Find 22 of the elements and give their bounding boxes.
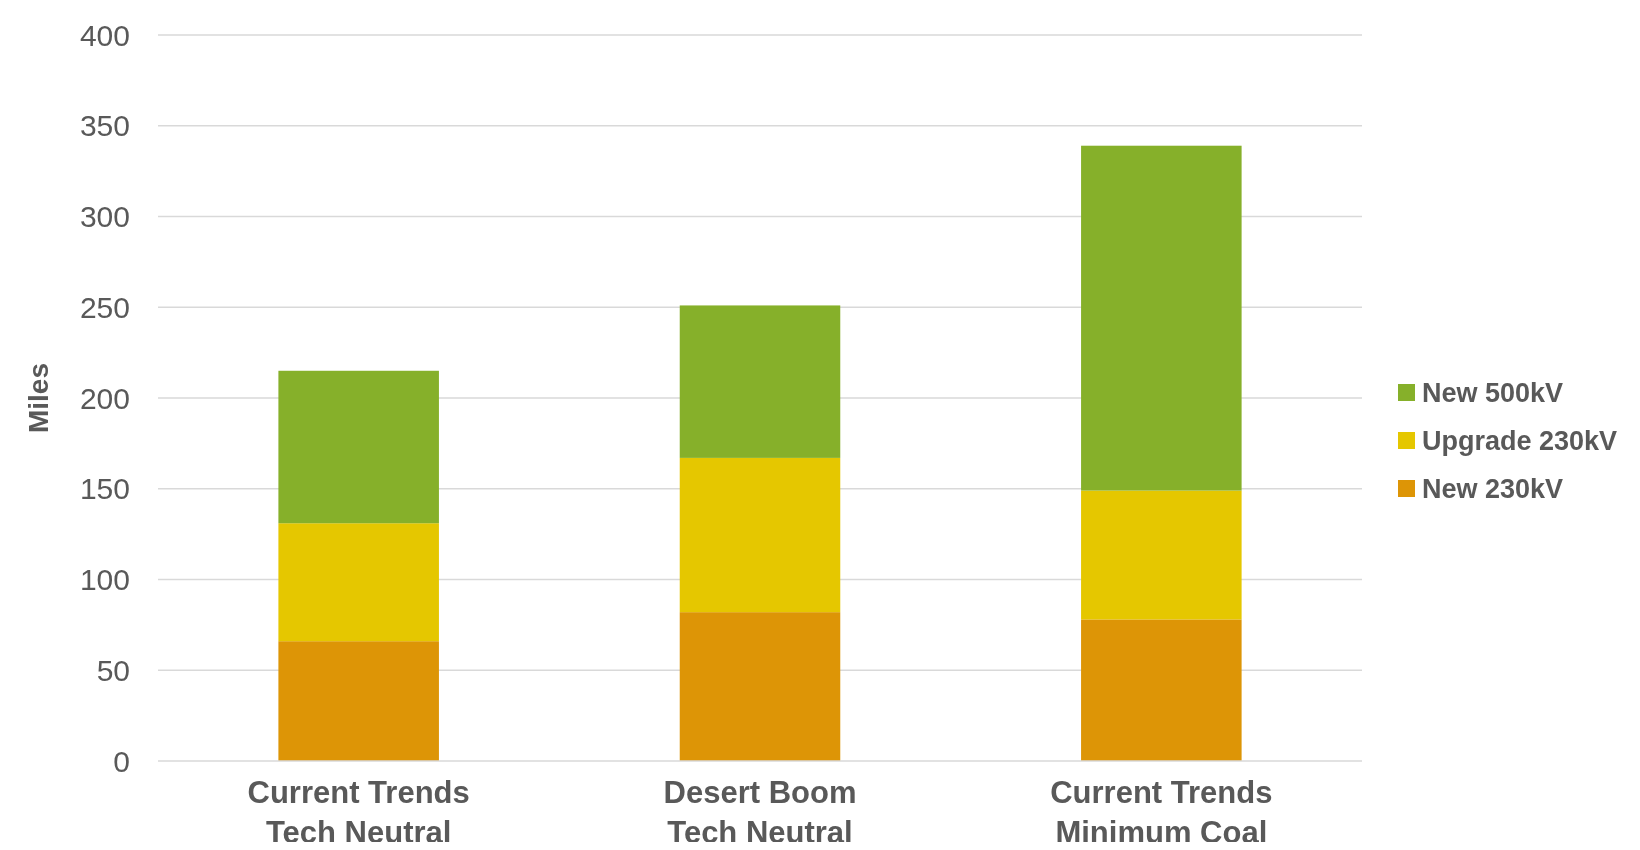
legend-label: New 500kV bbox=[1422, 378, 1564, 409]
y-tick-label: 250 bbox=[79, 290, 130, 324]
y-tick-label: 50 bbox=[96, 653, 130, 687]
y-tick-label: 400 bbox=[79, 18, 130, 52]
bar bbox=[1081, 619, 1242, 761]
y-tick-label: 350 bbox=[79, 109, 130, 143]
y-axis-title: Miles bbox=[23, 362, 54, 434]
bar bbox=[278, 641, 439, 761]
y-tick-label: 150 bbox=[79, 472, 130, 506]
bar bbox=[278, 523, 439, 642]
y-tick-label: 0 bbox=[113, 744, 130, 778]
bar bbox=[679, 305, 841, 458]
bar bbox=[679, 612, 841, 761]
y-tick-label: 100 bbox=[79, 563, 130, 596]
y-tick-label: 200 bbox=[79, 381, 130, 415]
bar bbox=[278, 370, 439, 524]
y-tick-label: 300 bbox=[79, 200, 130, 233]
bar bbox=[1081, 490, 1242, 620]
bar bbox=[679, 457, 841, 613]
bar bbox=[1081, 145, 1242, 491]
legend-label: New 230kV bbox=[1422, 474, 1564, 505]
legend-label: Upgrade 230kV bbox=[1422, 426, 1618, 457]
